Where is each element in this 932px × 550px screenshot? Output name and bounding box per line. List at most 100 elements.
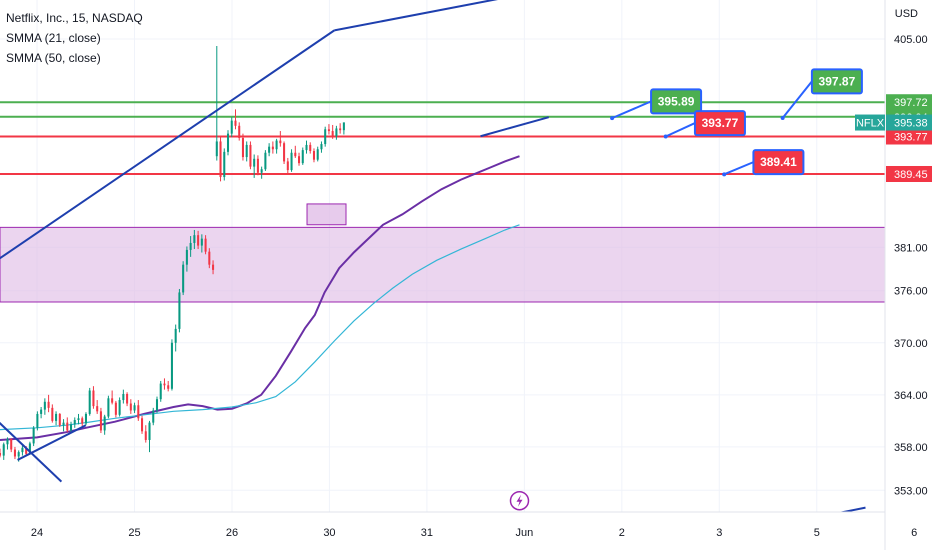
candle-body: [126, 393, 129, 404]
callout-anchor: [610, 116, 615, 121]
candle-body: [21, 447, 24, 453]
level-price-label: 397.72: [894, 97, 928, 109]
candle-body: [155, 399, 159, 411]
time-tick-label: 2: [619, 527, 625, 539]
price-tick-label: 405.00: [894, 34, 928, 46]
candle-body: [301, 150, 304, 164]
candle-body: [320, 144, 323, 150]
candle-body: [81, 418, 84, 424]
candle-body: [99, 411, 102, 431]
candle-body: [77, 418, 80, 421]
candle-body: [40, 409, 43, 414]
candle-body: [96, 406, 99, 412]
candle-body: [309, 144, 312, 151]
trendline: [0, 421, 63, 483]
candle-body: [200, 238, 203, 246]
trendline: [0, 29, 335, 260]
candle-body: [107, 398, 110, 417]
candle-body: [204, 238, 207, 252]
candle-body: [167, 385, 170, 389]
candle-body: [335, 128, 338, 137]
candle-body: [55, 413, 58, 421]
callout-pointer: [611, 100, 652, 120]
candle-body: [0, 452, 2, 456]
candle-body: [32, 427, 35, 444]
callout-box: [752, 149, 805, 176]
candle-body: [219, 141, 222, 178]
candle-body: [84, 413, 87, 424]
candle-body: [331, 131, 334, 137]
callout-label: 397.87: [819, 74, 856, 88]
candle-body: [178, 292, 181, 329]
candle-body: [174, 328, 177, 343]
candle-body: [312, 150, 316, 160]
candle-body: [73, 420, 76, 425]
candle-body: [223, 151, 226, 178]
candle-body: [111, 398, 114, 403]
candle-body: [163, 383, 166, 386]
candle-body: [152, 410, 155, 423]
trendline: [838, 506, 866, 512]
candle-body: [294, 152, 297, 157]
price-tick-label: 376.00: [894, 286, 928, 298]
time-tick-label: 5: [814, 527, 820, 539]
candle-body: [185, 249, 188, 265]
indicator-smma-21[interactable]: SMMA (21, close): [6, 31, 101, 45]
candle-body: [43, 401, 46, 410]
candle-body: [208, 251, 211, 265]
callout-anchor: [663, 134, 668, 139]
level-price-label: 393.77: [894, 132, 928, 144]
candle-body: [148, 422, 151, 440]
time-tick-label: 3: [716, 527, 722, 539]
candle-body: [47, 401, 50, 408]
candle-body: [260, 169, 263, 173]
symbol-tag-label: NFLX: [856, 118, 885, 130]
candle-body: [253, 158, 256, 167]
candle-body: [13, 449, 16, 457]
candle-body: [305, 144, 308, 151]
callout-pointer: [665, 122, 696, 138]
time-tick-label: Jun: [515, 527, 533, 539]
candle-body: [2, 444, 5, 456]
candle-body: [238, 125, 241, 138]
trendline: [334, 0, 499, 32]
candle-body: [327, 129, 330, 132]
candle-body: [339, 128, 342, 131]
last-price-label: 395.38: [894, 118, 928, 130]
time-tick-label: 24: [31, 527, 43, 539]
candle-body: [245, 144, 248, 158]
candle-body: [103, 416, 106, 431]
indicator-smma-50[interactable]: SMMA (50, close): [6, 51, 101, 65]
level-price-tag: [886, 94, 932, 111]
candle-body: [69, 424, 73, 431]
candle-body: [271, 146, 274, 150]
candle-body: [62, 422, 65, 426]
trendline: [17, 424, 87, 461]
last-price-tag: [886, 114, 932, 131]
candle-body: [298, 156, 301, 164]
symbol-tag: [855, 114, 885, 131]
candle-body: [268, 146, 271, 153]
callout-box: [810, 68, 863, 95]
candle-body: [10, 439, 13, 450]
candle-body: [25, 447, 28, 454]
candle-body: [290, 152, 293, 171]
candle-body: [141, 418, 144, 432]
callout-box: [650, 88, 703, 115]
candle-body: [249, 144, 252, 167]
candle-body: [6, 439, 9, 445]
candle-body: [170, 342, 173, 389]
price-tick-label: 358.00: [894, 442, 928, 454]
candle-body: [122, 393, 125, 401]
candle-body: [286, 161, 289, 171]
callout-anchor: [780, 116, 785, 121]
time-tick-label: 30: [323, 527, 335, 539]
candle-body: [342, 122, 345, 131]
price-tick-label: 370.00: [894, 338, 928, 350]
time-tick-label: 6: [911, 527, 917, 539]
price-tick-label: 353.00: [894, 485, 928, 497]
candle-body: [324, 129, 327, 145]
candle-body: [193, 235, 196, 243]
gap-box: [306, 203, 347, 226]
